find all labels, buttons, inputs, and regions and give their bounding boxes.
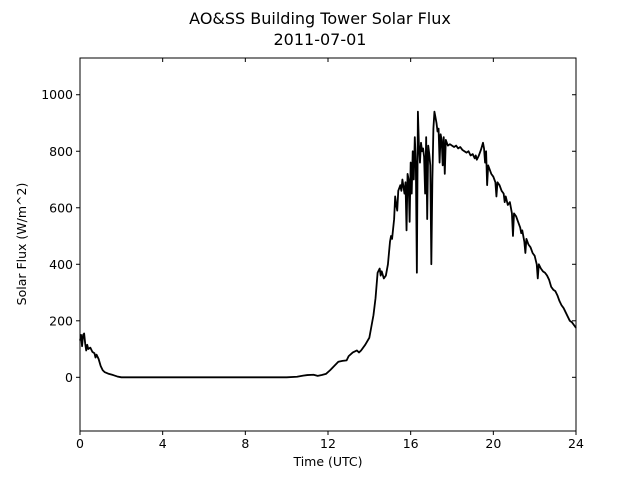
y-tick-label: 800 (49, 144, 73, 159)
x-tick-label: 0 (76, 436, 84, 451)
y-tick-label: 0 (65, 370, 73, 385)
plot-frame (79, 57, 577, 432)
y-axis-label: Solar Flux (W/m^2) (14, 183, 29, 306)
y-tick-label: 200 (49, 313, 73, 328)
x-tick-label: 4 (159, 436, 167, 451)
plot-area (79, 110, 577, 379)
x-tick-label: 8 (241, 436, 249, 451)
chart-title: AO&SS Building Tower Solar Flux (189, 9, 451, 28)
series-line (79, 110, 577, 379)
x-axis-label: Time (UTC) (292, 454, 362, 469)
y-tick-label: 600 (49, 200, 73, 215)
x-tick-label: 12 (320, 436, 336, 451)
x-tick-label: 16 (403, 436, 419, 451)
y-axis: 0 200 400 600 800 1000 (41, 87, 576, 385)
y-tick-label: 400 (49, 257, 73, 272)
x-tick-label: 24 (568, 436, 584, 451)
x-tick-label: 20 (485, 436, 501, 451)
chart-subtitle: 2011-07-01 (274, 30, 367, 49)
y-tick-label: 1000 (41, 87, 73, 102)
x-axis: 0 4 8 12 16 20 24 (76, 58, 584, 451)
